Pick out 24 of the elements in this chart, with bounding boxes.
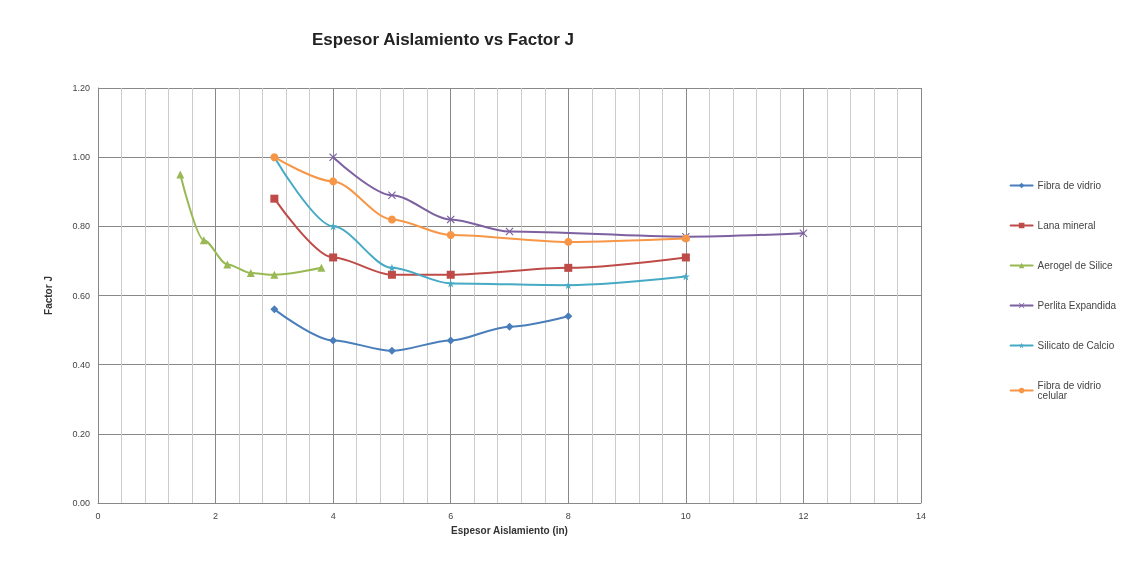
legend-label: Fibra de vidrio bbox=[1037, 180, 1102, 191]
legend-label: Silicato de Calcio bbox=[1037, 340, 1115, 351]
y-tick-label: 0.60 bbox=[72, 290, 90, 301]
legend-label: Aerogel de Silice bbox=[1037, 260, 1114, 271]
y-tick-label: 1.00 bbox=[72, 152, 90, 163]
x-tick-label: 6 bbox=[448, 510, 454, 521]
y-tick-label: 0.40 bbox=[72, 359, 90, 370]
x-axis-title: Espesor Aislamiento (in) bbox=[451, 524, 568, 536]
y-tick-label: 0.20 bbox=[72, 428, 90, 439]
x-tick-label: 12 bbox=[798, 510, 809, 521]
legend-label: Fibra de vidrio celular bbox=[1037, 380, 1104, 401]
legend-label: Lana mineral bbox=[1037, 220, 1096, 231]
legend-label: Perlita Expandida bbox=[1037, 300, 1117, 311]
y-tick-label: 0.00 bbox=[72, 498, 90, 508]
x-tick-label: 10 bbox=[680, 510, 691, 521]
x-tick-label: 4 bbox=[330, 510, 336, 521]
y-axis-title: Factor J bbox=[42, 276, 54, 315]
x-tick-label: 14 bbox=[915, 510, 927, 521]
chart-title: Espesor Aislamiento vs Factor J bbox=[311, 30, 575, 49]
x-tick-label: 0 bbox=[95, 510, 101, 521]
x-tick-label: 2 bbox=[213, 510, 219, 521]
x-tick-label: 8 bbox=[565, 510, 571, 521]
y-tick-label: 1.20 bbox=[72, 83, 90, 93]
y-tick-label: 0.80 bbox=[72, 221, 90, 232]
